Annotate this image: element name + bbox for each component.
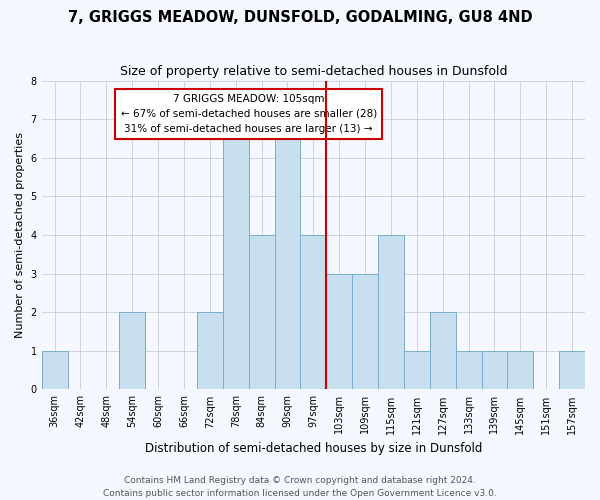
- Title: Size of property relative to semi-detached houses in Dunsfold: Size of property relative to semi-detach…: [119, 65, 507, 78]
- X-axis label: Distribution of semi-detached houses by size in Dunsfold: Distribution of semi-detached houses by …: [145, 442, 482, 455]
- Bar: [197, 312, 223, 390]
- Bar: [248, 235, 275, 390]
- Bar: [326, 274, 352, 390]
- Bar: [559, 351, 585, 390]
- Bar: [275, 119, 301, 390]
- Text: Contains HM Land Registry data © Crown copyright and database right 2024.
Contai: Contains HM Land Registry data © Crown c…: [103, 476, 497, 498]
- Bar: [455, 351, 482, 390]
- Text: 7 GRIGGS MEADOW: 105sqm
← 67% of semi-detached houses are smaller (28)
31% of se: 7 GRIGGS MEADOW: 105sqm ← 67% of semi-de…: [121, 94, 377, 134]
- Bar: [223, 119, 248, 390]
- Text: 7, GRIGGS MEADOW, DUNSFOLD, GODALMING, GU8 4ND: 7, GRIGGS MEADOW, DUNSFOLD, GODALMING, G…: [68, 10, 532, 25]
- Bar: [378, 235, 404, 390]
- Bar: [482, 351, 508, 390]
- Bar: [301, 235, 326, 390]
- Bar: [119, 312, 145, 390]
- Bar: [41, 351, 68, 390]
- Y-axis label: Number of semi-detached properties: Number of semi-detached properties: [15, 132, 25, 338]
- Bar: [352, 274, 378, 390]
- Bar: [430, 312, 455, 390]
- Bar: [404, 351, 430, 390]
- Bar: [508, 351, 533, 390]
